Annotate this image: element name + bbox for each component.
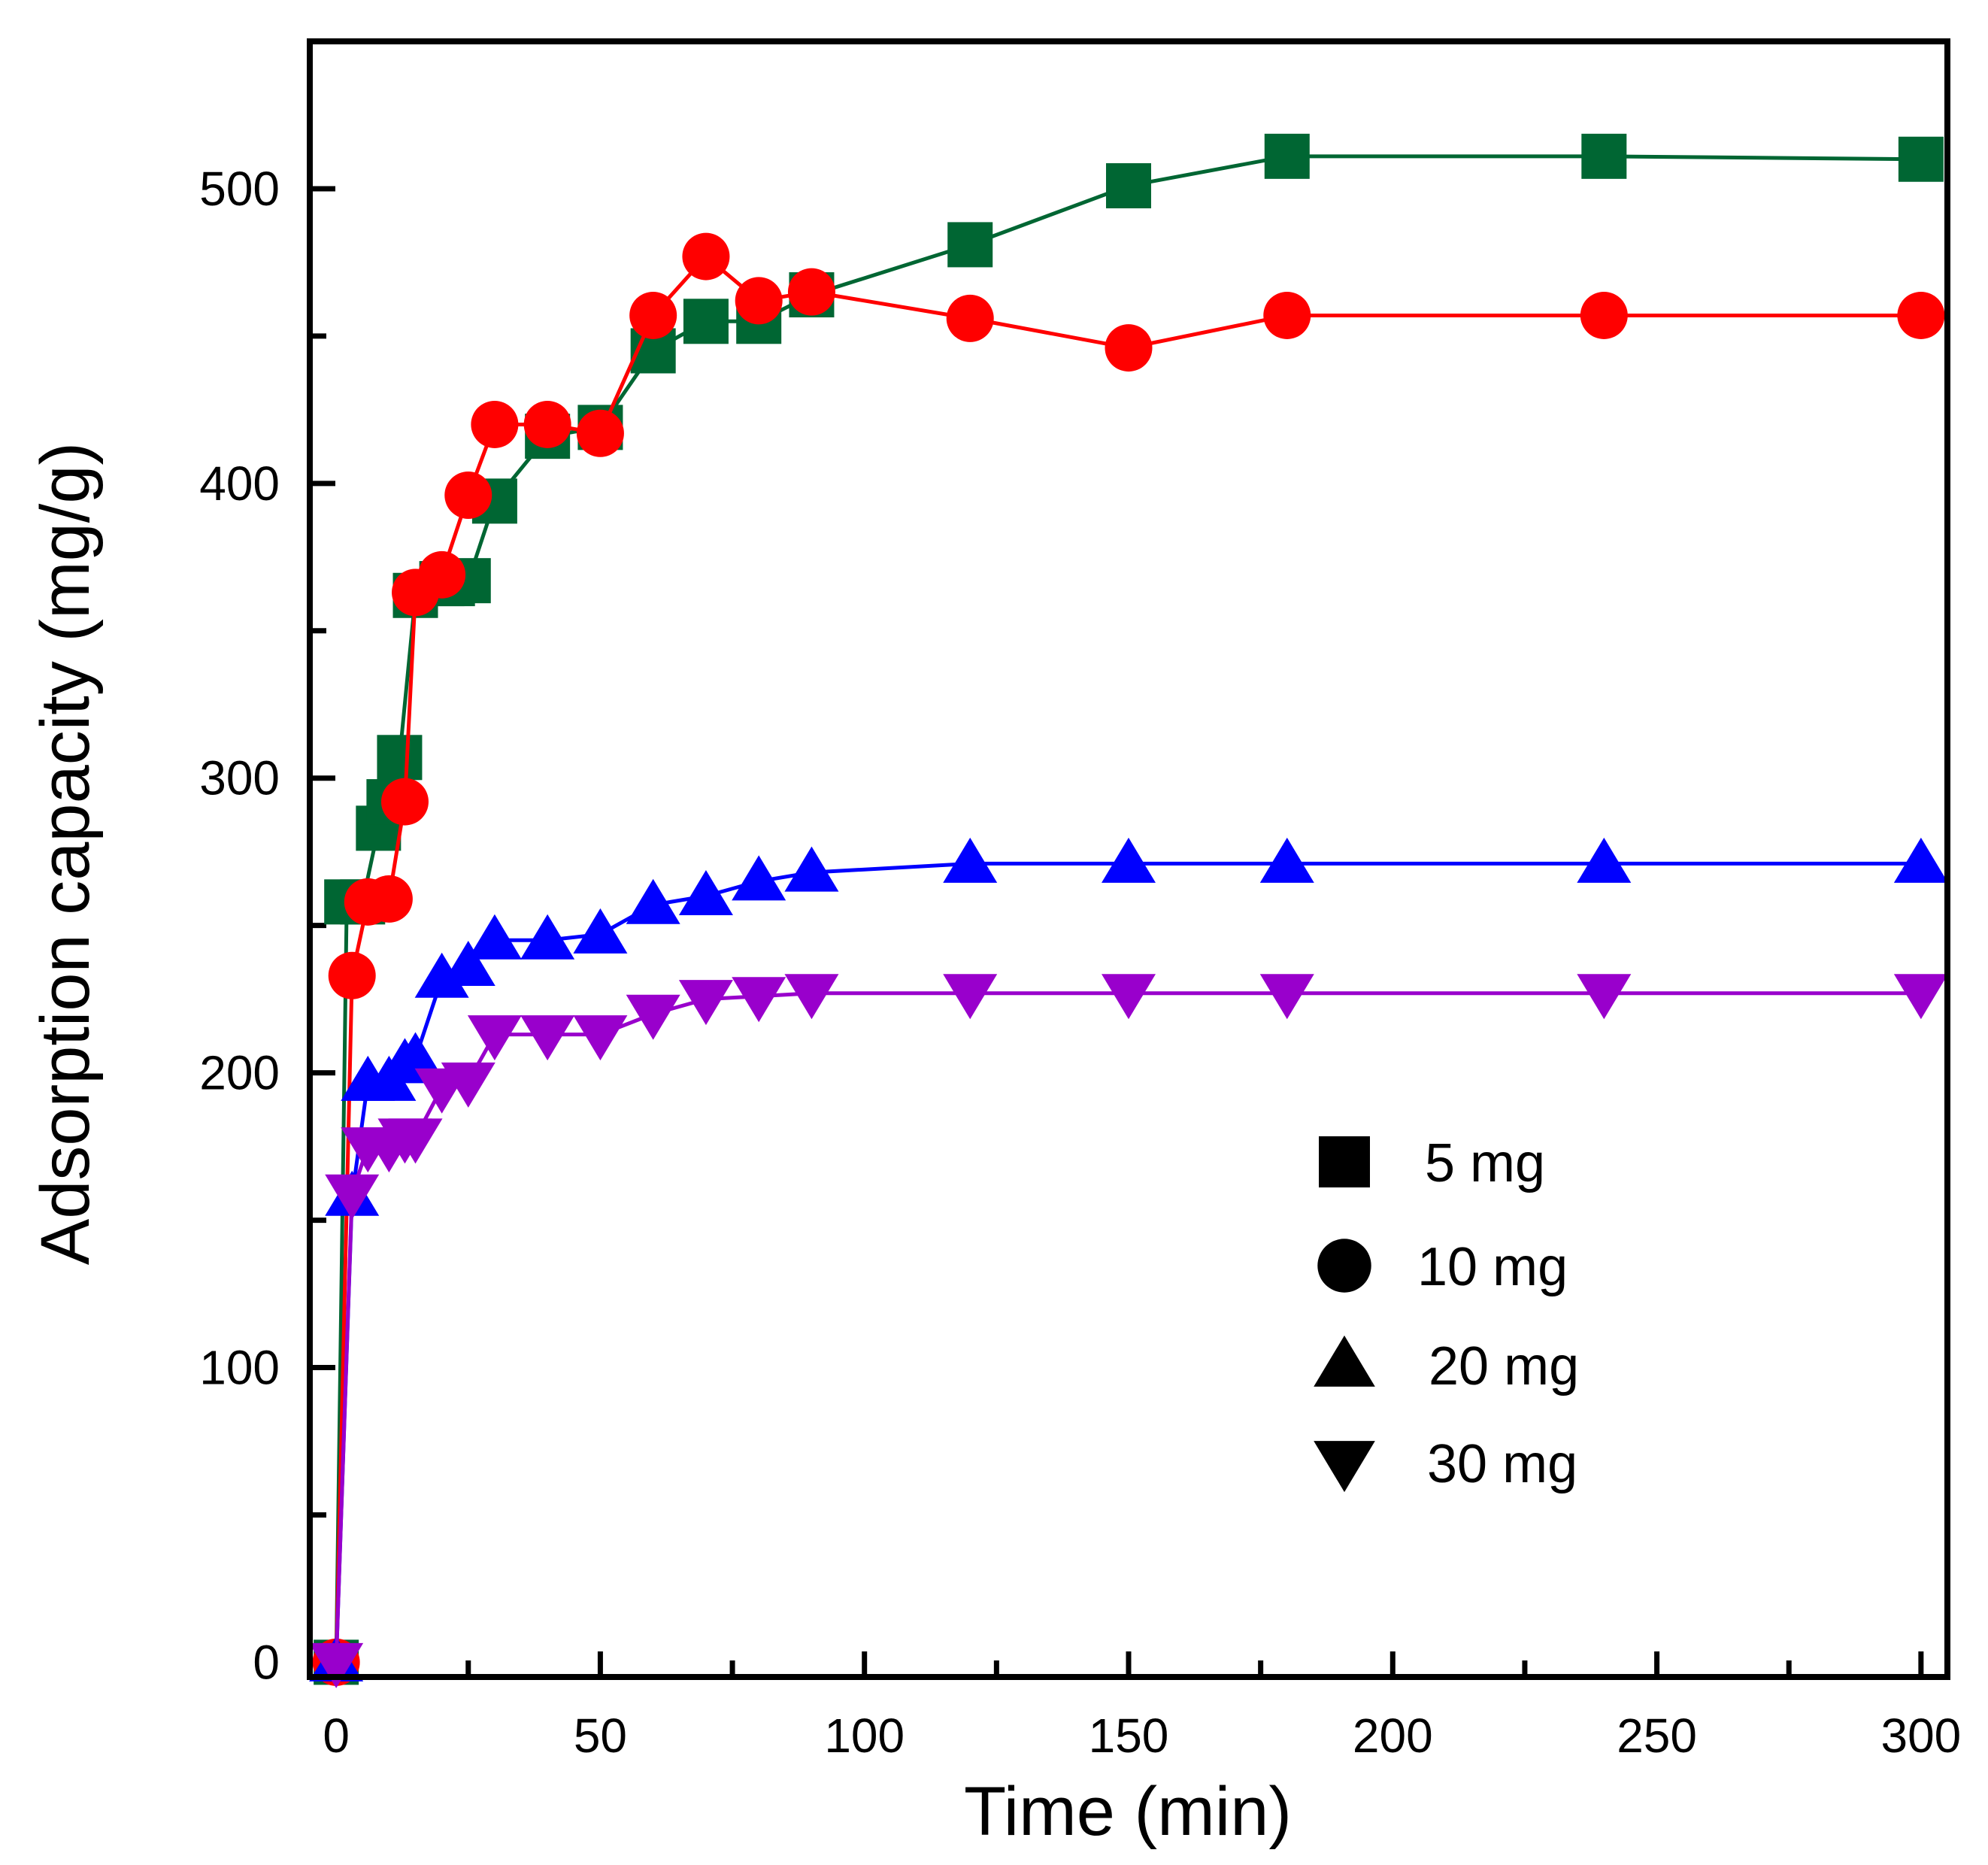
data-point	[328, 951, 376, 999]
data-point	[1105, 324, 1153, 372]
data-point	[1893, 974, 1948, 1020]
data-point	[1581, 133, 1627, 179]
data-point	[576, 409, 624, 457]
y-tick-label: 0	[253, 1635, 280, 1689]
data-point	[946, 294, 994, 342]
data-point	[388, 1032, 443, 1078]
data-point	[1102, 837, 1156, 883]
data-point	[1577, 974, 1632, 1020]
data-point	[380, 778, 429, 826]
data-point	[784, 974, 839, 1020]
legend-marker	[1317, 1239, 1371, 1293]
y-tick-label: 400	[199, 456, 280, 511]
data-point	[471, 400, 519, 448]
data-point	[520, 1015, 575, 1061]
data-point	[1259, 974, 1314, 1020]
data-point	[444, 472, 492, 520]
legend-marker	[1314, 1441, 1375, 1493]
y-tick-label: 100	[199, 1341, 280, 1395]
data-point	[784, 846, 839, 892]
y-tick-label: 500	[199, 162, 280, 216]
data-point	[732, 977, 786, 1023]
data-point	[1102, 974, 1156, 1020]
x-tick-label: 250	[1617, 1709, 1697, 1763]
series-30-mg	[309, 974, 1948, 1688]
data-point	[467, 1015, 522, 1061]
tick-label-layer: 0 50 100 150 200 250 300 0 100 200 300 400 500	[199, 162, 1961, 1763]
data-point	[441, 941, 495, 987]
y-axis-title: Adsorption capacity (mg/g)	[27, 442, 104, 1265]
plot-frame	[307, 38, 1950, 1680]
data-point	[1264, 133, 1310, 179]
data-point	[1897, 291, 1945, 339]
data-point	[325, 1174, 380, 1220]
legend-item: 5 mg	[1319, 1133, 1545, 1193]
data-point	[629, 291, 677, 339]
legend-marker	[1314, 1335, 1375, 1387]
series-line	[334, 154, 1921, 1663]
series-10-mg	[312, 232, 1945, 1686]
data-point	[414, 952, 469, 998]
data-point	[523, 400, 571, 448]
legend: 5 mg 10 mg 20 mg 30 mg	[1314, 1133, 1579, 1494]
data-point	[626, 878, 680, 924]
series-20-mg	[309, 837, 1948, 1682]
x-tick-label: 100	[824, 1709, 905, 1763]
legend-item: 20 mg	[1314, 1335, 1579, 1396]
legend-label: 20 mg	[1429, 1336, 1579, 1396]
x-tick-label: 0	[323, 1709, 350, 1763]
data-point	[943, 974, 998, 1020]
legend-label: 5 mg	[1425, 1133, 1545, 1193]
data-point	[943, 837, 998, 883]
data-point	[467, 914, 522, 960]
data-point	[573, 1015, 628, 1061]
series-line	[334, 991, 1921, 1663]
series-layer	[309, 133, 1948, 1688]
data-point	[418, 550, 466, 599]
data-point	[1893, 837, 1948, 883]
data-point	[388, 1118, 443, 1164]
data-point	[573, 908, 628, 954]
legend-label: 10 mg	[1417, 1237, 1568, 1297]
data-point	[365, 875, 413, 923]
x-axis-title: Time (min)	[964, 1773, 1292, 1850]
legend-item: 30 mg	[1314, 1434, 1577, 1494]
legend-item: 10 mg	[1317, 1237, 1568, 1297]
data-point	[787, 268, 835, 316]
data-point	[683, 299, 729, 344]
data-point	[1577, 837, 1632, 883]
data-point	[626, 994, 680, 1040]
x-tick-label: 200	[1353, 1709, 1433, 1763]
data-point	[1898, 136, 1944, 182]
data-point	[1263, 291, 1311, 339]
data-point	[678, 869, 733, 915]
legend-label: 30 mg	[1427, 1434, 1577, 1494]
data-point	[682, 232, 730, 281]
data-point	[377, 735, 423, 781]
data-point	[678, 980, 733, 1026]
data-point	[520, 914, 575, 960]
data-point	[1106, 163, 1151, 209]
data-point	[1580, 291, 1628, 339]
data-point	[1259, 837, 1314, 883]
data-point	[309, 1642, 364, 1688]
x-tick-label: 50	[574, 1709, 627, 1763]
y-tick-label: 200	[199, 1046, 280, 1100]
data-point	[735, 277, 783, 325]
data-point	[441, 1062, 495, 1108]
data-point	[732, 855, 786, 901]
legend-marker	[1319, 1136, 1370, 1187]
x-tick-label: 300	[1880, 1709, 1961, 1763]
x-tick-label: 150	[1089, 1709, 1169, 1763]
data-point	[947, 222, 993, 268]
y-tick-label: 300	[199, 751, 280, 805]
